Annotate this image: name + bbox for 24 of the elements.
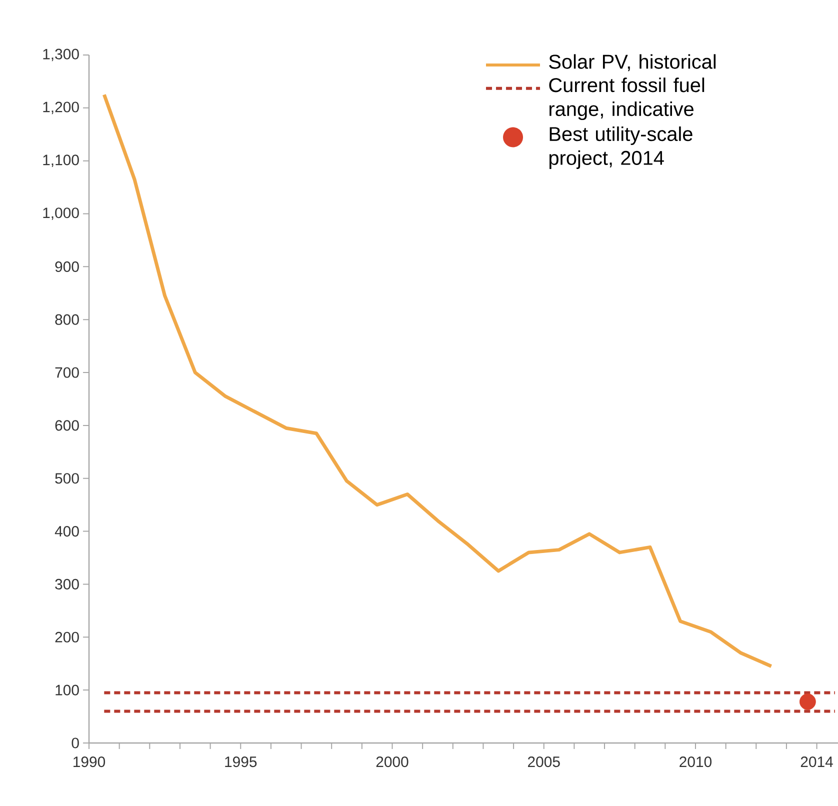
y-tick-label: 700: [55, 367, 79, 378]
x-tick-label: 2005: [528, 756, 560, 768]
legend-label: Solar PV, historical: [549, 54, 716, 72]
y-tick-label: 600: [55, 420, 79, 431]
y-tick-label: 1,000: [43, 208, 79, 220]
x-tick-label: 2010: [680, 756, 712, 768]
y-tick-label: 500: [55, 473, 79, 484]
y-tick-label: 900: [55, 261, 79, 272]
y-tick-label: 1,200: [43, 102, 79, 114]
y-tick-label: 300: [55, 578, 79, 590]
x-tick-label: 2014: [800, 756, 833, 768]
y-tick-label: 100: [56, 684, 79, 696]
line-series: [102, 92, 774, 668]
x-tick-label: 1990: [74, 756, 106, 768]
legend-label: Current fossil fuel range, indicative: [549, 78, 704, 120]
x-tick-label: 1995: [225, 756, 257, 768]
y-tick-label: 0: [72, 738, 79, 748]
y-tick-label: 400: [54, 526, 79, 537]
legend-label: Best utility-scale project, 2014: [549, 126, 692, 169]
y-tick-label: 200: [55, 632, 79, 642]
y-tick-label: 800: [55, 314, 79, 325]
x-tick-label: 2000: [376, 756, 408, 768]
y-tick-label: 1,100: [43, 154, 79, 167]
y-tick-label: 1,300: [43, 48, 79, 62]
